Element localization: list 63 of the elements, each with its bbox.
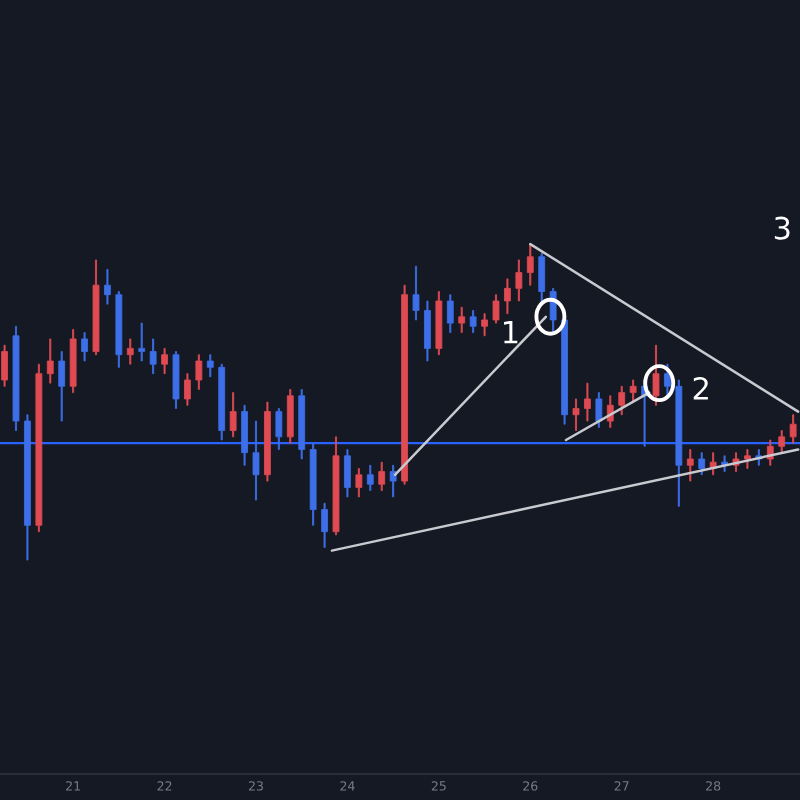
candlestick [526, 243, 534, 286]
candlestick [126, 338, 134, 365]
candlestick [252, 420, 260, 501]
candlestick [355, 468, 363, 498]
candlestick [321, 502, 328, 548]
candlestick [184, 373, 191, 406]
candlestick [584, 382, 591, 422]
candlestick [652, 344, 660, 406]
candlestick [446, 294, 454, 334]
candlestick [92, 259, 100, 356]
candlestick [686, 449, 694, 482]
candlestick [458, 306, 466, 334]
candlestick [435, 291, 443, 356]
candlestick [389, 464, 397, 498]
candlestick [401, 284, 408, 485]
candlestick [789, 414, 797, 444]
candlestick [229, 392, 237, 438]
candlestick [595, 392, 603, 428]
candlestick [366, 464, 374, 491]
candlestick [69, 329, 77, 394]
candlestick [195, 354, 203, 390]
candlestick [675, 379, 683, 507]
candlestick [275, 408, 283, 450]
candlestick [24, 414, 31, 561]
candlestick [264, 401, 271, 482]
candlestick [1, 344, 8, 387]
candlestick [504, 278, 511, 315]
candlestick [12, 325, 20, 431]
candlestick [161, 347, 168, 375]
candlestick [469, 310, 477, 334]
candlestick [424, 300, 431, 362]
text: 3 [774, 216, 790, 240]
candlestick [115, 291, 123, 368]
candlestick [515, 259, 523, 302]
candlestick [218, 363, 226, 441]
candlestick [572, 398, 580, 431]
candlestick [332, 436, 340, 536]
candlestick [618, 385, 626, 416]
candlestick [58, 351, 66, 422]
candlestick [172, 351, 180, 409]
candlestick [412, 265, 420, 321]
candlestick [309, 442, 317, 526]
candlestick [104, 268, 111, 305]
candlestick [344, 449, 351, 498]
candlestick [492, 294, 500, 324]
candlestick [138, 322, 146, 362]
candlestick [206, 354, 214, 378]
candlestick [298, 389, 306, 460]
candlestick [538, 253, 546, 305]
candlestick [241, 404, 248, 466]
candlestick [629, 379, 637, 403]
annotation: 1 [504, 320, 518, 344]
candlestick [778, 430, 786, 454]
candlestick [81, 332, 88, 362]
candlestick [286, 389, 294, 444]
candlestick [35, 363, 43, 533]
candlestick [698, 452, 706, 476]
candlestick [481, 313, 488, 337]
candlestick [149, 338, 157, 375]
annotation: 2 [693, 376, 708, 400]
candlestick [561, 316, 568, 425]
candlestick [46, 338, 54, 384]
candlestick [378, 461, 386, 491]
